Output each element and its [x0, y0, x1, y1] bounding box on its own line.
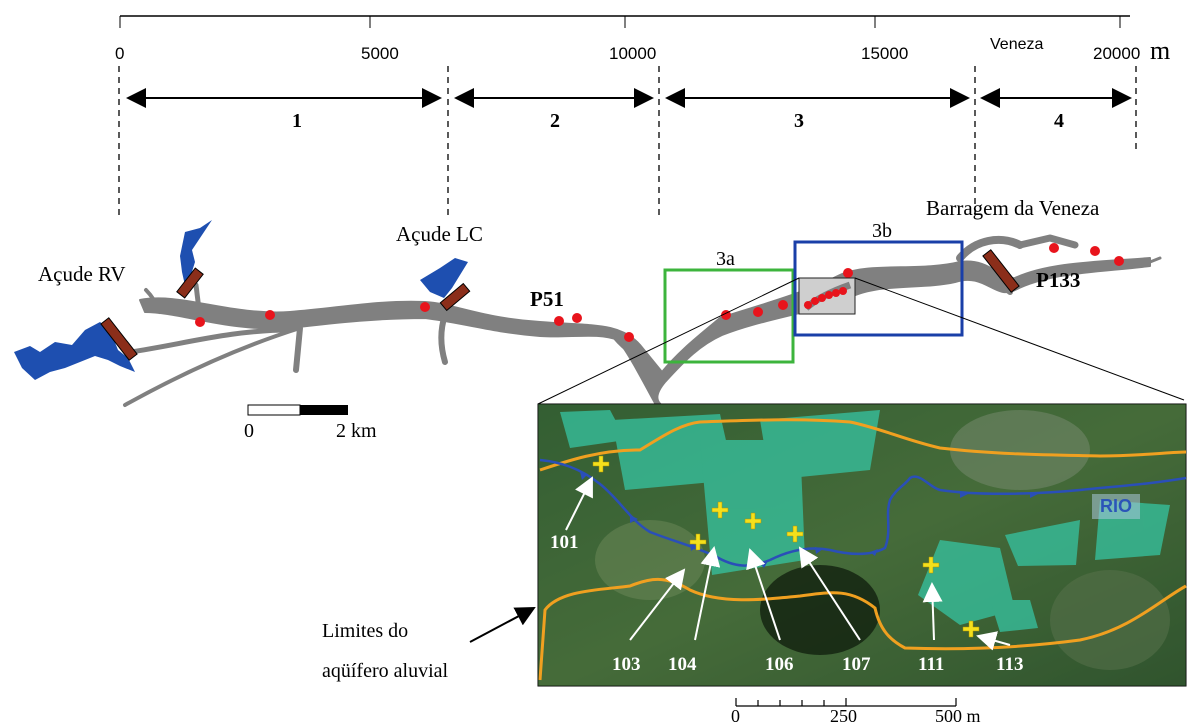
veneza-axis-label: Veneza [990, 36, 1044, 53]
well-103-marker [711, 501, 729, 519]
segment-3-label: 3 [794, 110, 804, 132]
well-106-label: 106 [765, 654, 794, 675]
axis-tick-15000: 15000 [861, 44, 909, 63]
main-scale-bar [247, 404, 348, 416]
aquifer-legend-line2: aqüífero aluvial [322, 660, 449, 682]
aquifer-legend-line1: Limites do [322, 620, 409, 642]
dams [100, 249, 1020, 361]
inset-scale-end: 500 m [935, 706, 981, 726]
well-113-label: 113 [996, 654, 1024, 675]
aquifer-limit-north [539, 418, 1187, 472]
sample-point [572, 313, 582, 323]
zone-3a-box [663, 268, 795, 364]
segment-2-label: 2 [550, 110, 560, 132]
well-107-marker [786, 525, 804, 543]
scale-start-label: 0 [244, 420, 254, 442]
axis-tick-10000: 10000 [609, 44, 657, 63]
barragem-label: Barragem da Veneza [926, 196, 1100, 220]
sample-point [843, 268, 853, 278]
sample-point [778, 300, 788, 310]
inset-scale-bar [735, 698, 957, 707]
zoom-leader-right [854, 277, 1185, 401]
sample-point [265, 310, 275, 320]
zone-3b-label: 3b [872, 220, 892, 242]
zone-3a-label: 3a [716, 248, 735, 270]
river-channel [123, 234, 1162, 413]
well-101-label: 101 [550, 532, 579, 553]
well-111-label: 111 [918, 654, 945, 675]
segment-1-label: 1 [292, 110, 302, 132]
inset-scale-mid: 250 [830, 706, 857, 726]
inset-scale-start: 0 [731, 706, 740, 726]
well-104-label: 104 [668, 654, 697, 675]
well-111-marker [922, 556, 940, 574]
well-103-label: 103 [612, 654, 641, 675]
well-markers [592, 455, 980, 638]
zoom-leader-left [537, 277, 800, 405]
sample-point [1090, 246, 1100, 256]
well-101-marker [592, 455, 610, 473]
segment-4-label: 4 [1054, 110, 1064, 132]
inset-map [537, 403, 1187, 687]
river-label: RIO [1092, 494, 1141, 519]
well-104-marker [689, 533, 707, 551]
segment-dividers [118, 66, 1137, 215]
well-113-marker [962, 620, 980, 638]
sample-point [624, 332, 634, 342]
axis-tick-20000: 20000 [1093, 44, 1141, 63]
sample-point [195, 317, 205, 327]
inset-source [798, 277, 856, 315]
acude-lc-label: Açude LC [396, 222, 483, 246]
aquifer-limit-south [538, 577, 1187, 681]
axis-tick-0: 0 [115, 44, 125, 63]
zone-3b-box [793, 240, 964, 337]
sample-point [1114, 256, 1124, 266]
sample-point [753, 307, 763, 317]
distance-axis [119, 15, 1130, 28]
p133-label: P133 [1036, 268, 1081, 292]
axis-tick-5000: 5000 [361, 44, 399, 63]
well-107-label: 107 [842, 654, 871, 675]
sample-points [195, 243, 1124, 342]
aquifer-legend-arrow [469, 607, 536, 643]
axis-unit: m [1150, 36, 1171, 65]
sample-point [1049, 243, 1059, 253]
sample-point [554, 316, 564, 326]
sample-point [420, 302, 430, 312]
scale-end-label: 2 km [336, 420, 377, 442]
acude-rv-label: Açude RV [38, 262, 126, 286]
p51-label: P51 [530, 287, 564, 311]
well-106-marker [744, 512, 762, 530]
reservoirs [14, 220, 468, 380]
